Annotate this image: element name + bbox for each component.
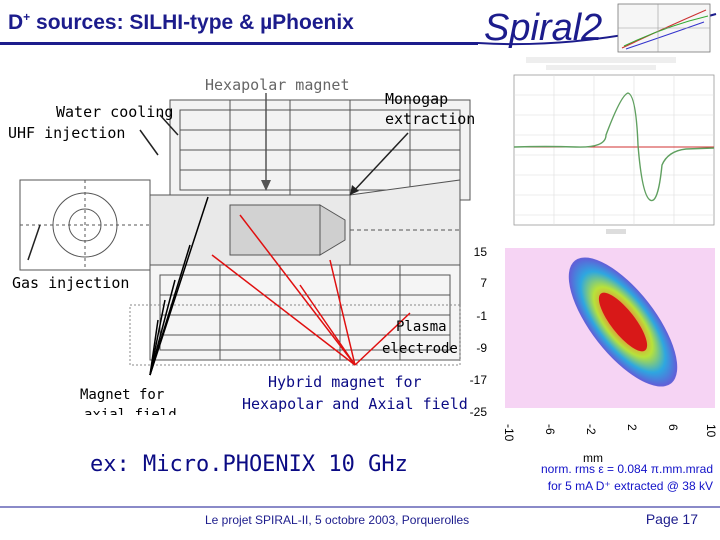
- example-label: ex: Micro.PHOENIX 10 GHz: [90, 452, 408, 477]
- footer-bar: [0, 506, 720, 536]
- x-tick-0: -10: [502, 424, 516, 442]
- y-tick-4: -17: [470, 373, 488, 387]
- label-hybrid-line2: Hexapolar and Axial field: [242, 395, 468, 413]
- magnetic-field-graph: [513, 57, 715, 234]
- label-gas-injection: Gas injection: [12, 274, 129, 292]
- title-prefix: D: [8, 11, 24, 34]
- footer-text: Le projet SPIRAL-II, 5 octobre 2003, Por…: [205, 513, 470, 527]
- label-plasma-line1: Plasma: [396, 319, 447, 335]
- label-monogap-line2: extraction: [385, 110, 475, 128]
- page-number: Page 17: [645, 511, 698, 527]
- label-magnet-axial-line2: axial field: [84, 407, 177, 415]
- x-tick-4: 6: [666, 424, 680, 431]
- label-hexapolar-magnet: Hexapolar magnet: [205, 76, 350, 94]
- label-water-cooling: Water cooling: [56, 103, 173, 121]
- spiral2-logo: Spiral2: [477, 3, 717, 53]
- x-tick-1: -6: [543, 424, 557, 435]
- x-unit: mm: [583, 451, 603, 465]
- y-tick-1: 7: [480, 276, 487, 290]
- y-tick-3: -9: [476, 341, 487, 355]
- label-hybrid-line1: Hybrid magnet for: [268, 373, 422, 391]
- label-magnet-axial-line1: Magnet for: [80, 387, 164, 403]
- slide-title: D+ sources: SILHI-type & µPhoenix: [8, 10, 354, 35]
- title-rule: [0, 42, 478, 45]
- x-tick-2: -2: [584, 424, 598, 435]
- title-rest: sources: SILHI-type & µPhoenix: [30, 11, 354, 34]
- ion-source-drawing: Water cooling UHF injection Hexapolar ma…: [8, 76, 475, 415]
- x-tick-3: 2: [625, 424, 639, 431]
- label-monogap-line1: Monogap: [385, 90, 448, 108]
- x-tick-5: 10: [704, 424, 718, 438]
- y-tick-0: 15: [474, 245, 488, 259]
- logo-text: Spiral2: [484, 7, 602, 49]
- emittance-plot: 15 7 -1 -9 -17 -25 -10 -6 -2 2 6 10 mm: [470, 245, 718, 465]
- title-sup: +: [23, 10, 31, 24]
- y-tick-5: -25: [470, 405, 488, 419]
- y-tick-2: -1: [476, 309, 487, 323]
- label-uhf-injection: UHF injection: [8, 124, 125, 142]
- emittance-note-line1: norm. rms ε = 0.084 π.mm.mrad: [540, 462, 713, 476]
- emittance-note-line2: for 5 mA D⁺ extracted @ 38 kV: [547, 479, 713, 493]
- label-plasma-line2: electrode: [382, 341, 458, 357]
